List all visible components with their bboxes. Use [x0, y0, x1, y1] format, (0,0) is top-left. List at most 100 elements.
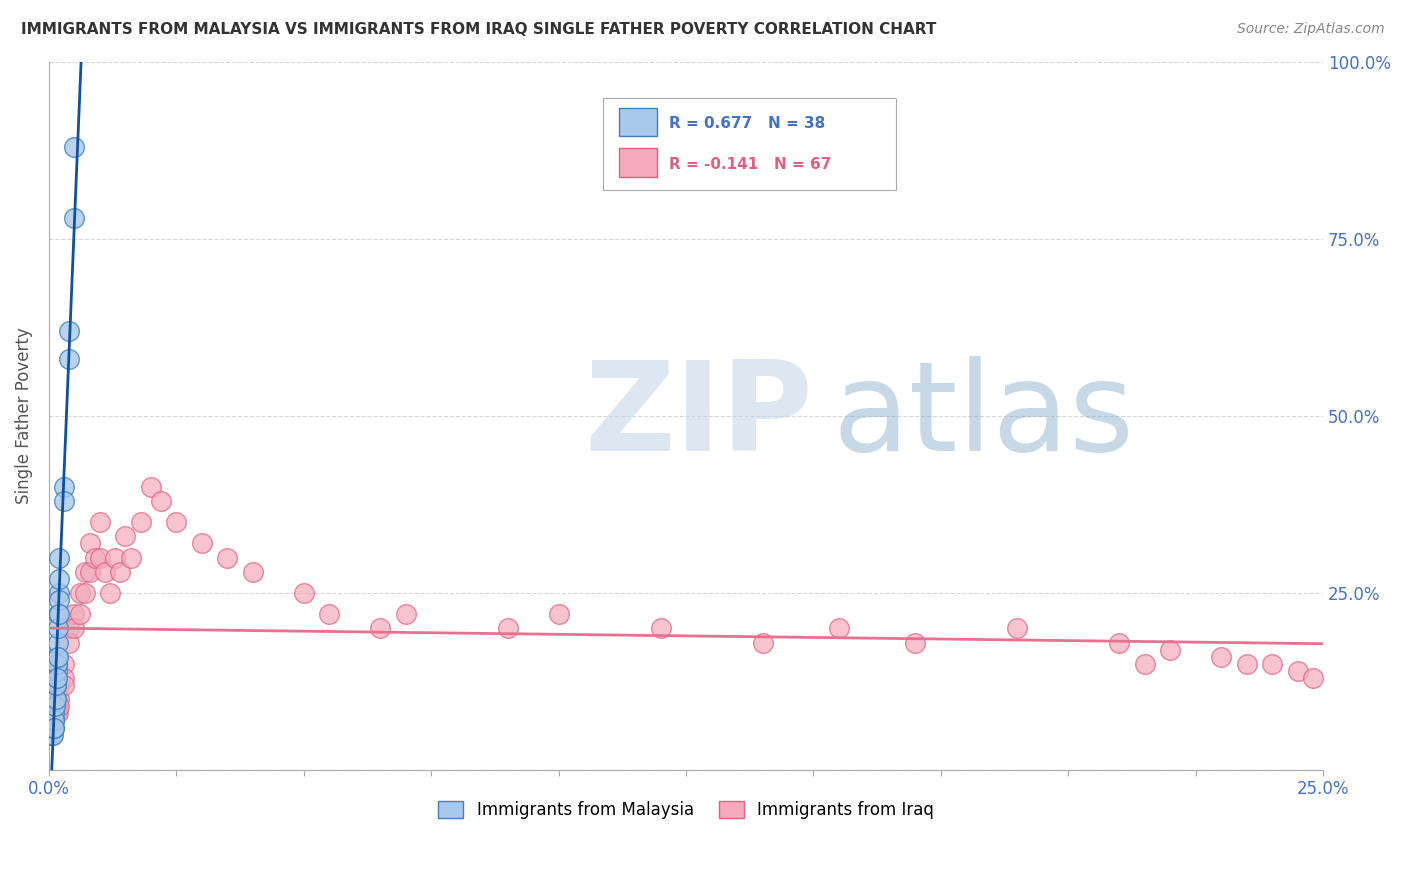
Immigrants from Iraq [79, 536, 101, 550]
Immigrants from Malaysia [48, 572, 70, 586]
Immigrants from Iraq [83, 550, 105, 565]
Text: Source: ZipAtlas.com: Source: ZipAtlas.com [1237, 22, 1385, 37]
Immigrants from Iraq [69, 586, 91, 600]
Immigrants from Iraq [292, 586, 315, 600]
Immigrants from Malaysia [41, 728, 63, 742]
Immigrants from Iraq [828, 622, 851, 636]
Immigrants from Iraq [48, 678, 70, 692]
Immigrants from Malaysia [44, 699, 66, 714]
Immigrants from Iraq [1261, 657, 1284, 671]
Immigrants from Iraq [48, 699, 70, 714]
Immigrants from Malaysia [42, 714, 65, 728]
Immigrants from Iraq [547, 607, 569, 622]
Immigrants from Malaysia [63, 211, 86, 225]
Immigrants from Malaysia [46, 671, 69, 685]
Immigrants from Malaysia [48, 607, 70, 622]
Immigrants from Malaysia [45, 664, 67, 678]
Immigrants from Iraq [1133, 657, 1156, 671]
Immigrants from Iraq [104, 550, 127, 565]
Immigrants from Iraq [58, 622, 80, 636]
Immigrants from Iraq [39, 692, 62, 706]
Text: IMMIGRANTS FROM MALAYSIA VS IMMIGRANTS FROM IRAQ SINGLE FATHER POVERTY CORRELATI: IMMIGRANTS FROM MALAYSIA VS IMMIGRANTS F… [21, 22, 936, 37]
Immigrants from Malaysia [53, 480, 76, 494]
Bar [619, 108, 657, 136]
Immigrants from Iraq [41, 692, 63, 706]
Immigrants from Malaysia [46, 622, 69, 636]
Immigrants from Iraq [1236, 657, 1258, 671]
Immigrants from Iraq [1211, 649, 1233, 664]
Immigrants from Malaysia [44, 692, 66, 706]
Immigrants from Iraq [42, 714, 65, 728]
Immigrants from Iraq [53, 671, 76, 685]
Immigrants from Iraq [44, 692, 66, 706]
Immigrants from Iraq [42, 699, 65, 714]
Immigrants from Iraq [45, 699, 67, 714]
FancyBboxPatch shape [603, 97, 896, 190]
Immigrants from Iraq [89, 550, 111, 565]
Immigrants from Iraq [1007, 622, 1029, 636]
Immigrants from Iraq [129, 515, 152, 529]
Immigrants from Malaysia [45, 692, 67, 706]
Immigrants from Iraq [45, 678, 67, 692]
Immigrants from Malaysia [39, 728, 62, 742]
Immigrants from Iraq [48, 692, 70, 706]
Immigrants from Iraq [98, 586, 121, 600]
Immigrants from Malaysia [48, 550, 70, 565]
Text: R = 0.677   N = 38: R = 0.677 N = 38 [669, 116, 825, 130]
Immigrants from Iraq [46, 692, 69, 706]
Immigrants from Iraq [41, 706, 63, 721]
Immigrants from Malaysia [45, 671, 67, 685]
Y-axis label: Single Father Poverty: Single Father Poverty [15, 327, 32, 505]
Immigrants from Malaysia [48, 586, 70, 600]
Immigrants from Malaysia [58, 324, 80, 338]
Immigrants from Iraq [150, 494, 173, 508]
Immigrants from Iraq [217, 550, 239, 565]
Immigrants from Malaysia [46, 657, 69, 671]
Immigrants from Iraq [242, 565, 264, 579]
Immigrants from Iraq [318, 607, 340, 622]
Immigrants from Malaysia [46, 649, 69, 664]
Immigrants from Malaysia [42, 706, 65, 721]
Immigrants from Malaysia [63, 140, 86, 154]
Immigrants from Malaysia [41, 721, 63, 735]
Immigrants from Iraq [46, 706, 69, 721]
Legend: Immigrants from Malaysia, Immigrants from Iraq: Immigrants from Malaysia, Immigrants fro… [432, 794, 941, 825]
Immigrants from Iraq [42, 706, 65, 721]
Bar [619, 148, 657, 177]
Immigrants from Iraq [45, 706, 67, 721]
Immigrants from Iraq [1286, 664, 1309, 678]
Immigrants from Iraq [73, 586, 96, 600]
Immigrants from Iraq [63, 622, 86, 636]
Immigrants from Iraq [114, 529, 136, 543]
Immigrants from Iraq [191, 536, 214, 550]
Immigrants from Malaysia [58, 352, 80, 367]
Immigrants from Iraq [41, 699, 63, 714]
Immigrants from Iraq [496, 622, 519, 636]
Text: atlas: atlas [832, 356, 1135, 476]
Immigrants from Iraq [73, 565, 96, 579]
Immigrants from Iraq [42, 706, 65, 721]
Immigrants from Malaysia [42, 728, 65, 742]
Immigrants from Malaysia [42, 721, 65, 735]
Immigrants from Malaysia [45, 657, 67, 671]
Immigrants from Iraq [53, 678, 76, 692]
Immigrants from Iraq [46, 699, 69, 714]
Immigrants from Iraq [368, 622, 391, 636]
Immigrants from Iraq [1108, 635, 1130, 649]
Immigrants from Malaysia [48, 593, 70, 607]
Immigrants from Iraq [53, 657, 76, 671]
Text: R = -0.141   N = 67: R = -0.141 N = 67 [669, 157, 832, 171]
Immigrants from Malaysia [42, 714, 65, 728]
Text: ZIP: ZIP [583, 356, 813, 476]
Immigrants from Malaysia [41, 714, 63, 728]
Immigrants from Iraq [395, 607, 418, 622]
Immigrants from Iraq [79, 565, 101, 579]
Immigrants from Iraq [110, 565, 132, 579]
Immigrants from Iraq [89, 515, 111, 529]
Immigrants from Iraq [165, 515, 187, 529]
Immigrants from Malaysia [42, 721, 65, 735]
Immigrants from Malaysia [45, 678, 67, 692]
Immigrants from Iraq [650, 622, 672, 636]
Immigrants from Iraq [1159, 642, 1181, 657]
Immigrants from Iraq [69, 607, 91, 622]
